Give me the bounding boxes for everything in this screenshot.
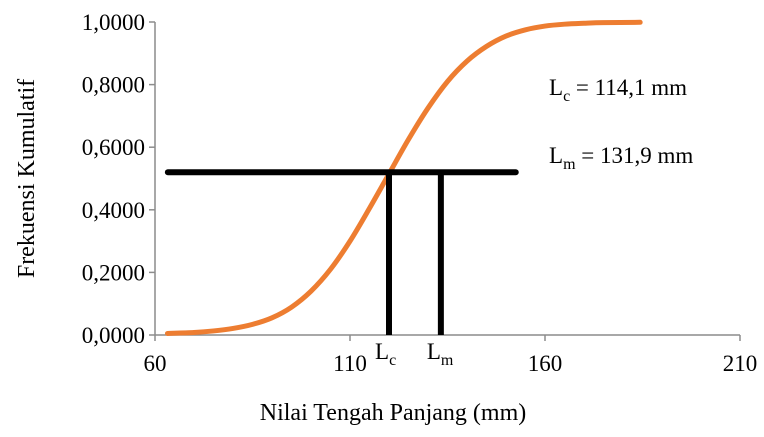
label-sub: c <box>389 352 396 369</box>
y-tick-label: 0,4000 <box>82 198 145 223</box>
label-sub: m <box>441 352 454 369</box>
cumulative-frequency-line <box>164 19 643 336</box>
x-tick-label: 110 <box>333 351 367 376</box>
x-tick-label: 60 <box>144 351 167 376</box>
y-tick-label: 0,2000 <box>82 260 145 285</box>
annotation-value: = 131,9 mm <box>576 143 694 168</box>
series-layer <box>164 19 643 336</box>
annotation-main: L <box>549 143 563 168</box>
annotation-main: L <box>549 75 563 100</box>
tick-labels: 0,0000 0,2000 0,4000 0,6000 0,8000 1,0000 60 11… <box>82 10 758 376</box>
axes <box>149 21 741 341</box>
x-tick-label: 210 <box>723 351 758 376</box>
y-tick-label: 0,0000 <box>82 323 145 348</box>
annotation-m: Lm = 131,9 mm <box>549 143 693 173</box>
y-tick-label: 0,8000 <box>82 73 145 98</box>
annotation-sub: c <box>563 88 570 105</box>
label-main: L <box>375 339 389 364</box>
annotation-c: Lc = 114,1 mm <box>549 75 687 105</box>
y-tick-label: 0,6000 <box>82 135 145 160</box>
reference-lines: Lc Lm <box>164 169 519 369</box>
x-tick-label: 160 <box>528 351 563 376</box>
annotation-value: = 114,1 mm <box>570 75 687 100</box>
annotation-sub: m <box>563 156 576 173</box>
reference-line-label-m: Lm <box>427 339 454 369</box>
y-axis-title: Frekuensi Kumulatif <box>14 79 40 278</box>
x-axis-title: Nilai Tengah Panjang (mm) <box>260 400 526 426</box>
y-tick-label: 1,0000 <box>82 10 145 35</box>
label-main: L <box>427 339 441 364</box>
reference-line-label-c: Lc <box>375 339 396 369</box>
